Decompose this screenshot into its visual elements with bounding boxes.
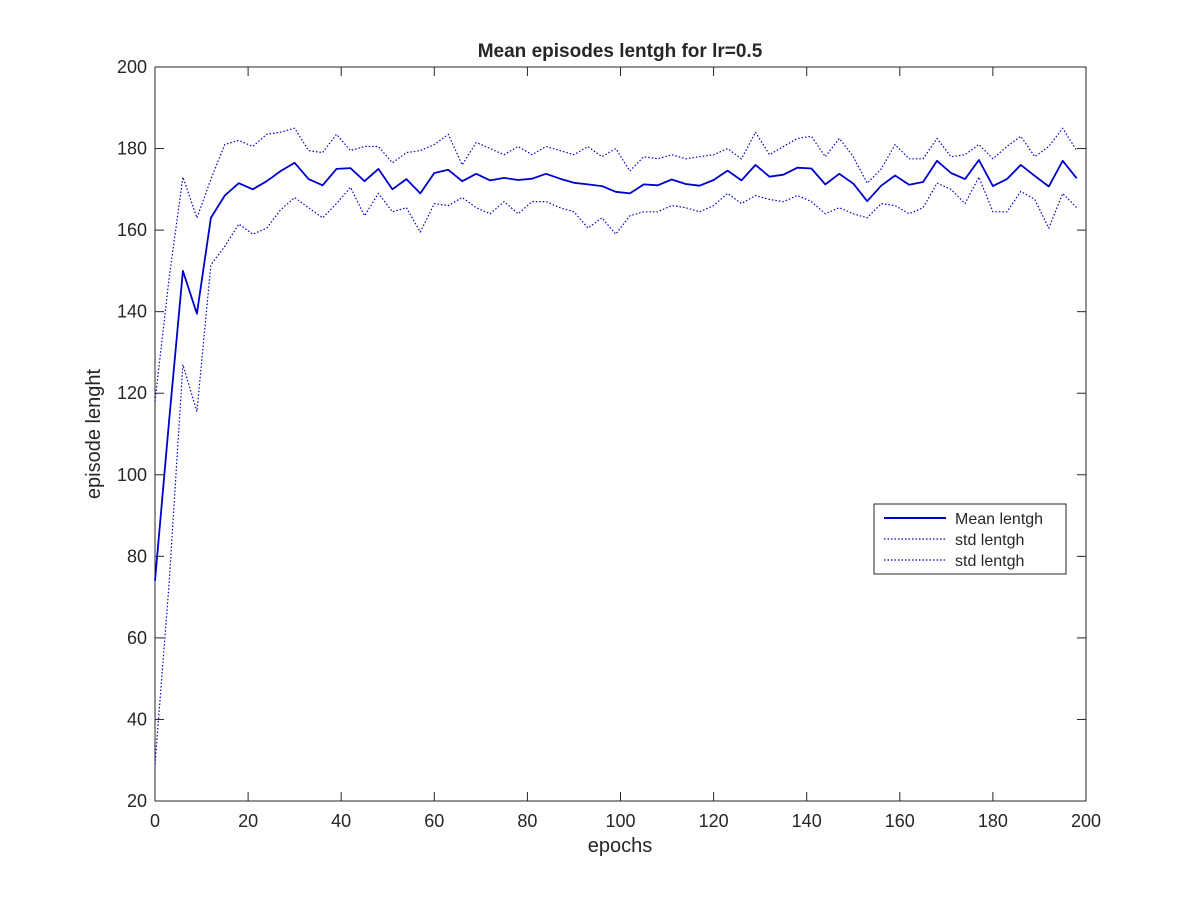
x-tick-label: 20 [238,811,258,831]
x-tick-label: 160 [885,811,915,831]
axis-ticks: 0 20 40 60 80 100 120 140 160 180 2002040608010012… [117,57,1101,831]
y-tick-label: 20 [127,791,147,811]
y-tick-label: 180 [117,139,147,159]
series-lines [154,127,1078,765]
series-line-std-upper [154,127,1078,402]
y-tick-label: 160 [117,220,147,240]
x-tick-label: 120 [699,811,729,831]
x-tick-label: 80 [517,811,537,831]
legend: Mean lentgh std lentgh std lentgh [873,503,1067,575]
y-tick-label: 80 [127,546,147,566]
series-line-mean [154,159,1078,581]
plot-area [154,66,1087,802]
chart-title: Mean episodes lentgh for lr=0.5 [478,41,763,62]
x-tick-label: 0 [150,811,160,831]
y-tick-label: 100 [117,465,147,485]
x-axis-label: epochs [588,835,653,857]
x-tick-label: 40 [331,811,351,831]
legend-label-std-upper: std lentgh [955,532,1024,549]
x-tick-label: 180 [978,811,1008,831]
legend-label-mean: Mean lentgh [955,511,1043,528]
x-tick-label: 60 [424,811,444,831]
x-tick-label: 100 [605,811,635,831]
x-tick-label: 140 [792,811,822,831]
y-tick-label: 200 [117,57,147,77]
y-tick-label: 120 [117,383,147,403]
legend-label-std-lower: std lentgh [955,553,1024,570]
y-axis-label: episode lenght [83,369,105,500]
x-tick-label: 200 [1071,811,1101,831]
y-tick-label: 60 [127,628,147,648]
y-tick-label: 40 [127,709,147,729]
y-tick-label: 140 [117,302,147,322]
